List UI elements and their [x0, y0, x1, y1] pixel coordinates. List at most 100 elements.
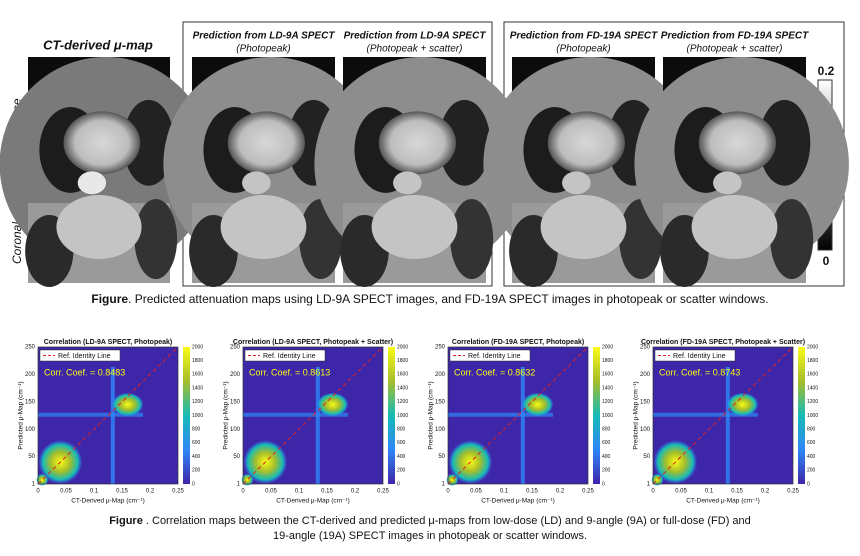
- spine: [393, 171, 422, 195]
- colorbar-tick-label: 600: [602, 440, 611, 446]
- colorbar-tick-label: 800: [192, 427, 201, 433]
- colorbar-tick-label: 1200: [397, 399, 408, 405]
- colorbar: [798, 347, 805, 484]
- x-tick-label: 0: [651, 489, 655, 495]
- colorbar-tick-label: 1400: [602, 385, 613, 391]
- spine: [242, 171, 271, 195]
- colorbar-tick-label: 1600: [192, 372, 203, 378]
- streak: [110, 367, 115, 484]
- x-tick-label: 0.15: [731, 489, 743, 495]
- spine: [713, 171, 742, 195]
- lung: [123, 99, 175, 186]
- colorbar: [183, 347, 190, 484]
- colorbar-tick-label: 1600: [807, 372, 818, 378]
- colorbar-tick-label: 200: [807, 468, 816, 474]
- streak: [38, 412, 143, 417]
- column-title: Prediction from LD-9A SPECT: [344, 31, 487, 42]
- colorbar-tick-label: 800: [397, 427, 406, 433]
- legend-box: [39, 349, 121, 362]
- legend-text: Ref. Identity Line: [58, 353, 111, 360]
- x-tick-label: 0.25: [582, 489, 594, 495]
- colorbar-tick-label: 0: [397, 481, 400, 487]
- caption-text: . Correlation maps between the CT-derive…: [143, 515, 751, 527]
- x-tick-label: 0.1: [295, 489, 304, 495]
- y-tick-label: 200: [230, 372, 241, 378]
- identity-line: [447, 346, 589, 485]
- y-tick-label: 100: [640, 427, 651, 433]
- heart: [547, 111, 625, 175]
- colorbar-tick-label: 600: [192, 440, 201, 446]
- spine: [562, 171, 591, 195]
- colorbar-max: 0.2: [818, 64, 835, 78]
- x-axis-label: CT-Derived μ-Map (cm⁻¹): [71, 498, 145, 505]
- y-tick-label: 1: [647, 482, 651, 488]
- caption-text: . Predicted attenuation maps using LD-9A…: [128, 292, 769, 306]
- colorbar-tick-label: 1400: [397, 385, 408, 391]
- colorbar-tick-label: 1000: [192, 413, 203, 419]
- legend-box: [654, 349, 736, 362]
- x-tick-label: 0.15: [321, 489, 333, 495]
- colorbar-tick-label: 2000: [602, 344, 613, 350]
- corr-coef: Corr. Coef. = 0.8613: [249, 367, 330, 377]
- heart: [63, 111, 141, 175]
- colorbar-tick-label: 1400: [192, 385, 203, 391]
- y-tick-label: 50: [643, 454, 650, 460]
- lung: [450, 199, 494, 279]
- colorbar-tick-label: 1000: [807, 413, 818, 419]
- density: [726, 392, 759, 417]
- y-axis-label: Predicted μ-Map (cm⁻¹): [633, 381, 640, 449]
- y-tick-label: 100: [435, 427, 446, 433]
- streak: [315, 367, 320, 484]
- x-tick-label: 0.05: [470, 489, 482, 495]
- y-tick-label: 150: [640, 399, 651, 405]
- x-tick-label: 0.15: [526, 489, 538, 495]
- colorbar-tick-label: 1600: [397, 372, 408, 378]
- identity-line: [652, 346, 794, 485]
- y-axis-label: Predicted μ-Map (cm⁻¹): [18, 381, 25, 449]
- y-tick-label: 150: [25, 399, 36, 405]
- x-tick-label: 0.15: [116, 489, 128, 495]
- y-tick-label: 50: [233, 454, 240, 460]
- plot-frame: [242, 346, 384, 485]
- colorbar-tick-label: 200: [192, 468, 201, 474]
- y-tick-label: 100: [230, 427, 241, 433]
- y-axis-label: Predicted μ-Map (cm⁻¹): [428, 381, 435, 449]
- x-tick-label: 0.2: [556, 489, 565, 495]
- x-tick-label: 0: [241, 489, 245, 495]
- caption: Figure. Predicted attenuation maps using…: [91, 292, 768, 306]
- x-tick-label: 0.1: [500, 489, 509, 495]
- y-tick-label: 250: [435, 345, 446, 351]
- colorbar-tick-label: 400: [192, 454, 201, 460]
- x-tick-label: 0.25: [787, 489, 799, 495]
- y-tick-label: 150: [435, 399, 446, 405]
- legend-box: [244, 349, 326, 362]
- density: [316, 392, 349, 417]
- x-tick-label: 0.05: [60, 489, 72, 495]
- x-tick-label: 0.1: [705, 489, 714, 495]
- streak: [653, 412, 758, 417]
- x-tick-label: 0.2: [146, 489, 155, 495]
- colorbar-tick-label: 1200: [602, 399, 613, 405]
- plot-title: Correlation (LD-9A SPECT, Photopeak): [44, 339, 172, 346]
- column-title: Prediction from FD-19A SPECT: [510, 31, 658, 42]
- legend-text: Ref. Identity Line: [263, 353, 316, 360]
- spine: [77, 171, 107, 195]
- column-subtitle: (Photopeak): [236, 44, 290, 55]
- y-tick-label: 50: [28, 454, 35, 460]
- y-tick-label: 250: [25, 345, 36, 351]
- colorbar-tick-label: 400: [397, 454, 406, 460]
- corr-coef: Corr. Coef. = 0.8483: [44, 367, 125, 377]
- heart: [220, 195, 307, 259]
- colorbar-tick-label: 0: [602, 481, 605, 487]
- y-tick-label: 50: [438, 454, 445, 460]
- caption-label: Figure: [91, 292, 128, 306]
- heart: [378, 111, 456, 175]
- colorbar-tick-label: 400: [807, 454, 816, 460]
- row-label: Coronal: [10, 222, 24, 264]
- row-header: CT-derived μ-map: [43, 37, 153, 52]
- colorbar-tick-label: 0: [807, 481, 810, 487]
- column-subtitle: (Photopeak + scatter): [367, 44, 463, 55]
- streak: [725, 367, 730, 484]
- column-title: Prediction from LD-9A SPECT: [193, 31, 336, 42]
